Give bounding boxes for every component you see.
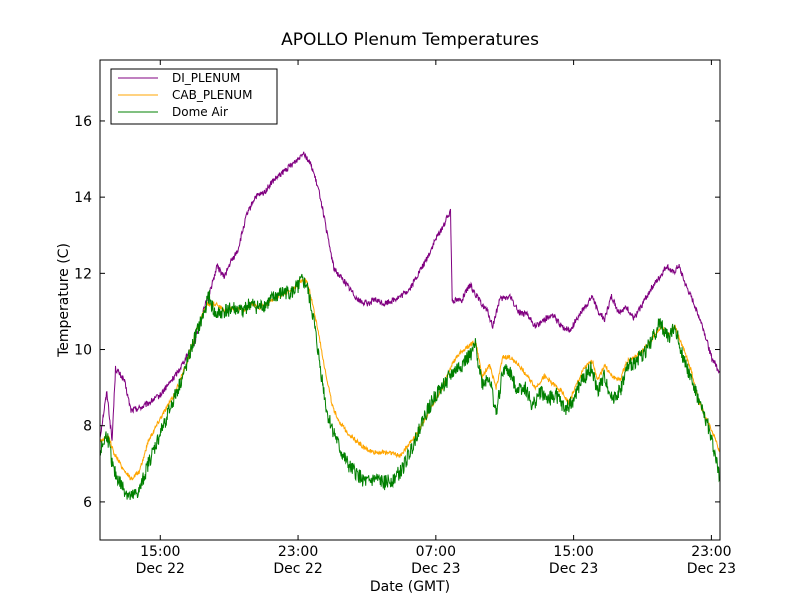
plot-frame bbox=[99, 59, 721, 541]
y-tick-label: 16 bbox=[74, 114, 92, 130]
x-tick-time-label: 15:00 bbox=[553, 544, 593, 560]
y-tick-label: 10 bbox=[74, 343, 92, 359]
x-tick-date-label: Dec 23 bbox=[549, 561, 598, 577]
series-line-di-plenum bbox=[99, 151, 721, 441]
y-tick-label: 6 bbox=[83, 495, 92, 511]
x-tick-date-label: Dec 23 bbox=[687, 561, 736, 577]
chart-title: APOLLO Plenum Temperatures bbox=[281, 30, 539, 50]
legend-label: Dome Air bbox=[172, 105, 228, 119]
x-tick-time-label: 23:00 bbox=[691, 544, 731, 560]
x-tick-date-label: Dec 22 bbox=[273, 561, 322, 577]
y-axis: 6 8 10 12 14 16 bbox=[74, 114, 720, 511]
y-tick-label: 12 bbox=[74, 266, 92, 282]
legend: DI_PLENUM CAB_PLENUM Dome Air bbox=[110, 68, 278, 125]
series-layer bbox=[99, 151, 721, 500]
x-tick-time-label: 15:00 bbox=[140, 544, 180, 560]
x-axis-label: Date (GMT) bbox=[370, 579, 450, 595]
y-tick-label: 14 bbox=[74, 190, 92, 206]
x-tick-date-label: Dec 22 bbox=[136, 561, 185, 577]
legend-label: DI_PLENUM bbox=[172, 71, 240, 85]
y-axis-label: Temperature (C) bbox=[56, 243, 72, 358]
legend-label: CAB_PLENUM bbox=[172, 88, 252, 102]
x-tick-date-label: Dec 23 bbox=[411, 561, 460, 577]
series-line-dome-air bbox=[99, 273, 721, 500]
plot-area bbox=[100, 60, 720, 540]
y-tick-label: 8 bbox=[83, 419, 92, 435]
x-tick-time-label: 07:00 bbox=[416, 544, 456, 560]
x-tick-time-label: 23:00 bbox=[278, 544, 318, 560]
